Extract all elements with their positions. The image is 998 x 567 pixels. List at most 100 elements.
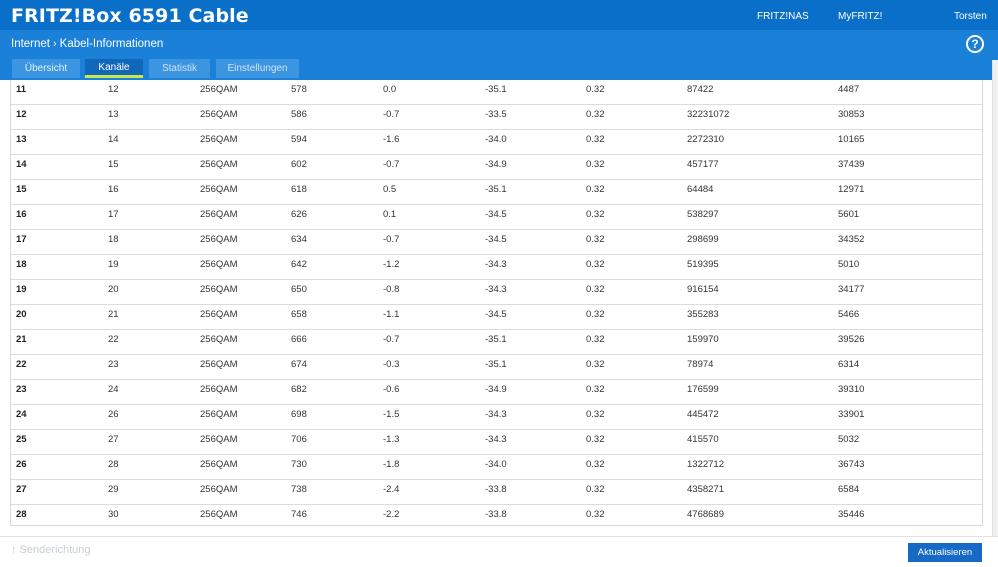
cell-mse: -34.3 (485, 259, 507, 270)
table-row: 20 21 256QAM 658 -1.1 -34.5 0.32 355283 5466 (11, 305, 982, 330)
cell-corrected-errors: 1322712 (687, 459, 724, 470)
cell-frequency-channel: 22 (108, 334, 119, 345)
cell-frequency: 698 (291, 409, 307, 420)
refresh-button[interactable]: Aktualisieren (908, 543, 982, 562)
cell-channel-id: 12 (16, 109, 27, 120)
cell-frequency-channel: 19 (108, 259, 119, 270)
cell-mse: -34.0 (485, 134, 507, 145)
cell-uncorrectable-errors: 12971 (838, 184, 865, 195)
cell-uncorrectable-errors: 39526 (838, 334, 865, 345)
cell-power-level: -2.4 (383, 484, 400, 495)
cell-uncorrectable-errors: 5032 (838, 434, 860, 445)
cell-latency: 0.32 (586, 159, 605, 170)
tab-kanaele[interactable]: Kanäle (85, 59, 143, 78)
cell-corrected-errors: 457177 (687, 159, 719, 170)
cell-channel-id: 15 (16, 184, 27, 195)
nav-link-myfritz[interactable]: MyFRITZ! (838, 11, 883, 22)
cell-modulation: 256QAM (200, 284, 238, 295)
cell-latency: 0.32 (586, 309, 605, 320)
cell-frequency: 634 (291, 234, 307, 245)
cell-channel-id: 19 (16, 284, 27, 295)
cell-channel-id: 17 (16, 234, 27, 245)
breadcrumb: Internet › Kabel-Informationen (11, 38, 163, 50)
cell-mse: -34.9 (485, 159, 507, 170)
cell-channel-id: 16 (16, 209, 27, 220)
cell-power-level: -1.8 (383, 459, 400, 470)
cell-modulation: 256QAM (200, 509, 238, 520)
cell-frequency-channel: 28 (108, 459, 119, 470)
cell-mse: -33.5 (485, 109, 507, 120)
table-row: 26 28 256QAM 730 -1.8 -34.0 0.32 1322712 36743 (11, 455, 982, 480)
breadcrumb-parent[interactable]: Internet (11, 38, 50, 50)
scrollbar[interactable] (992, 60, 998, 540)
cell-corrected-errors: 176599 (687, 384, 719, 395)
cell-mse: -33.8 (485, 509, 507, 520)
help-icon[interactable]: ? (966, 35, 984, 53)
cell-latency: 0.32 (586, 84, 605, 95)
cell-modulation: 256QAM (200, 459, 238, 470)
cell-power-level: 0.1 (383, 209, 397, 220)
cell-uncorrectable-errors: 5010 (838, 259, 860, 270)
cell-power-level: -0.7 (383, 109, 400, 120)
cell-channel-id: 22 (16, 359, 27, 370)
tab-uebersicht[interactable]: Übersicht (12, 59, 80, 78)
cell-frequency-channel: 20 (108, 284, 119, 295)
cell-corrected-errors: 415570 (687, 434, 719, 445)
cell-power-level: -1.2 (383, 259, 400, 270)
cell-power-level: -1.1 (383, 309, 400, 320)
table-row: 22 23 256QAM 674 -0.3 -35.1 0.32 78974 6314 (11, 355, 982, 380)
cell-uncorrectable-errors: 5466 (838, 309, 860, 320)
cell-frequency: 674 (291, 359, 307, 370)
cell-frequency-channel: 24 (108, 384, 119, 395)
cell-mse: -34.5 (485, 309, 507, 320)
cell-corrected-errors: 298699 (687, 234, 719, 245)
bottom-bar (0, 536, 998, 567)
cell-power-level: -0.7 (383, 334, 400, 345)
cell-frequency-channel: 17 (108, 209, 119, 220)
table-row: 16 17 256QAM 626 0.1 -34.5 0.32 538297 5601 (11, 205, 982, 230)
cell-frequency: 626 (291, 209, 307, 220)
cell-frequency-channel: 23 (108, 359, 119, 370)
cell-frequency: 730 (291, 459, 307, 470)
table-row: 24 26 256QAM 698 -1.5 -34.3 0.32 445472 33901 (11, 405, 982, 430)
cell-frequency-channel: 26 (108, 409, 119, 420)
cell-modulation: 256QAM (200, 209, 238, 220)
sort-direction-link[interactable]: ↑ Senderichtung (11, 544, 91, 556)
nav-link-fritznas[interactable]: FRITZ!NAS (757, 11, 809, 22)
cell-frequency-channel: 16 (108, 184, 119, 195)
chevron-right-icon: › (53, 38, 57, 50)
cell-frequency: 658 (291, 309, 307, 320)
cell-power-level: -0.3 (383, 359, 400, 370)
cell-uncorrectable-errors: 4487 (838, 84, 860, 95)
tab-einstellungen[interactable]: Einstellungen (216, 59, 299, 78)
cell-latency: 0.32 (586, 134, 605, 145)
cell-power-level: -2.2 (383, 509, 400, 520)
cell-modulation: 256QAM (200, 359, 238, 370)
cell-frequency: 650 (291, 284, 307, 295)
cell-uncorrectable-errors: 39310 (838, 384, 865, 395)
cell-uncorrectable-errors: 35446 (838, 509, 865, 520)
user-menu[interactable]: Torsten (954, 11, 987, 22)
breadcrumb-current: Kabel-Informationen (59, 38, 164, 50)
cell-latency: 0.32 (586, 359, 605, 370)
cell-latency: 0.32 (586, 284, 605, 295)
cell-power-level: -0.6 (383, 384, 400, 395)
cell-corrected-errors: 2272310 (687, 134, 724, 145)
cell-mse: -34.9 (485, 384, 507, 395)
cell-mse: -35.1 (485, 334, 507, 345)
cell-uncorrectable-errors: 6314 (838, 359, 860, 370)
cell-frequency: 706 (291, 434, 307, 445)
cell-frequency-channel: 12 (108, 84, 119, 95)
cell-latency: 0.32 (586, 434, 605, 445)
brand-title: FRITZ!Box 6591 Cable (11, 5, 249, 27)
cell-corrected-errors: 355283 (687, 309, 719, 320)
cell-uncorrectable-errors: 6584 (838, 484, 860, 495)
table-row: 27 29 256QAM 738 -2.4 -33.8 0.32 4358271 6584 (11, 480, 982, 505)
cell-modulation: 256QAM (200, 334, 238, 345)
cell-power-level: -0.7 (383, 234, 400, 245)
cell-modulation: 256QAM (200, 409, 238, 420)
cell-frequency: 586 (291, 109, 307, 120)
cell-corrected-errors: 159970 (687, 334, 719, 345)
cell-channel-id: 18 (16, 259, 27, 270)
tab-statistik[interactable]: Statistik (149, 59, 210, 78)
